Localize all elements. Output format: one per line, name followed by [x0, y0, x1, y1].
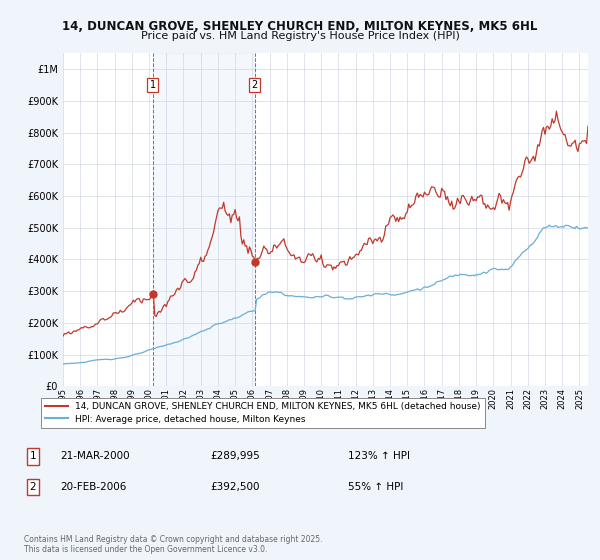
- Text: 123% ↑ HPI: 123% ↑ HPI: [348, 451, 410, 461]
- Text: Price paid vs. HM Land Registry's House Price Index (HPI): Price paid vs. HM Land Registry's House …: [140, 31, 460, 41]
- Text: 1: 1: [29, 451, 37, 461]
- Text: 20-FEB-2006: 20-FEB-2006: [60, 482, 127, 492]
- Legend: 14, DUNCAN GROVE, SHENLEY CHURCH END, MILTON KEYNES, MK5 6HL (detached house), H: 14, DUNCAN GROVE, SHENLEY CHURCH END, MI…: [41, 398, 485, 428]
- Text: 1: 1: [150, 80, 156, 90]
- Bar: [153, 53, 254, 386]
- Text: 55% ↑ HPI: 55% ↑ HPI: [348, 482, 403, 492]
- Text: 14, DUNCAN GROVE, SHENLEY CHURCH END, MILTON KEYNES, MK5 6HL: 14, DUNCAN GROVE, SHENLEY CHURCH END, MI…: [62, 20, 538, 32]
- Text: 2: 2: [251, 80, 258, 90]
- Text: 2: 2: [29, 482, 37, 492]
- Text: £392,500: £392,500: [210, 482, 260, 492]
- Text: 21-MAR-2000: 21-MAR-2000: [60, 451, 130, 461]
- Text: £289,995: £289,995: [210, 451, 260, 461]
- Text: Contains HM Land Registry data © Crown copyright and database right 2025.
This d: Contains HM Land Registry data © Crown c…: [24, 535, 323, 554]
